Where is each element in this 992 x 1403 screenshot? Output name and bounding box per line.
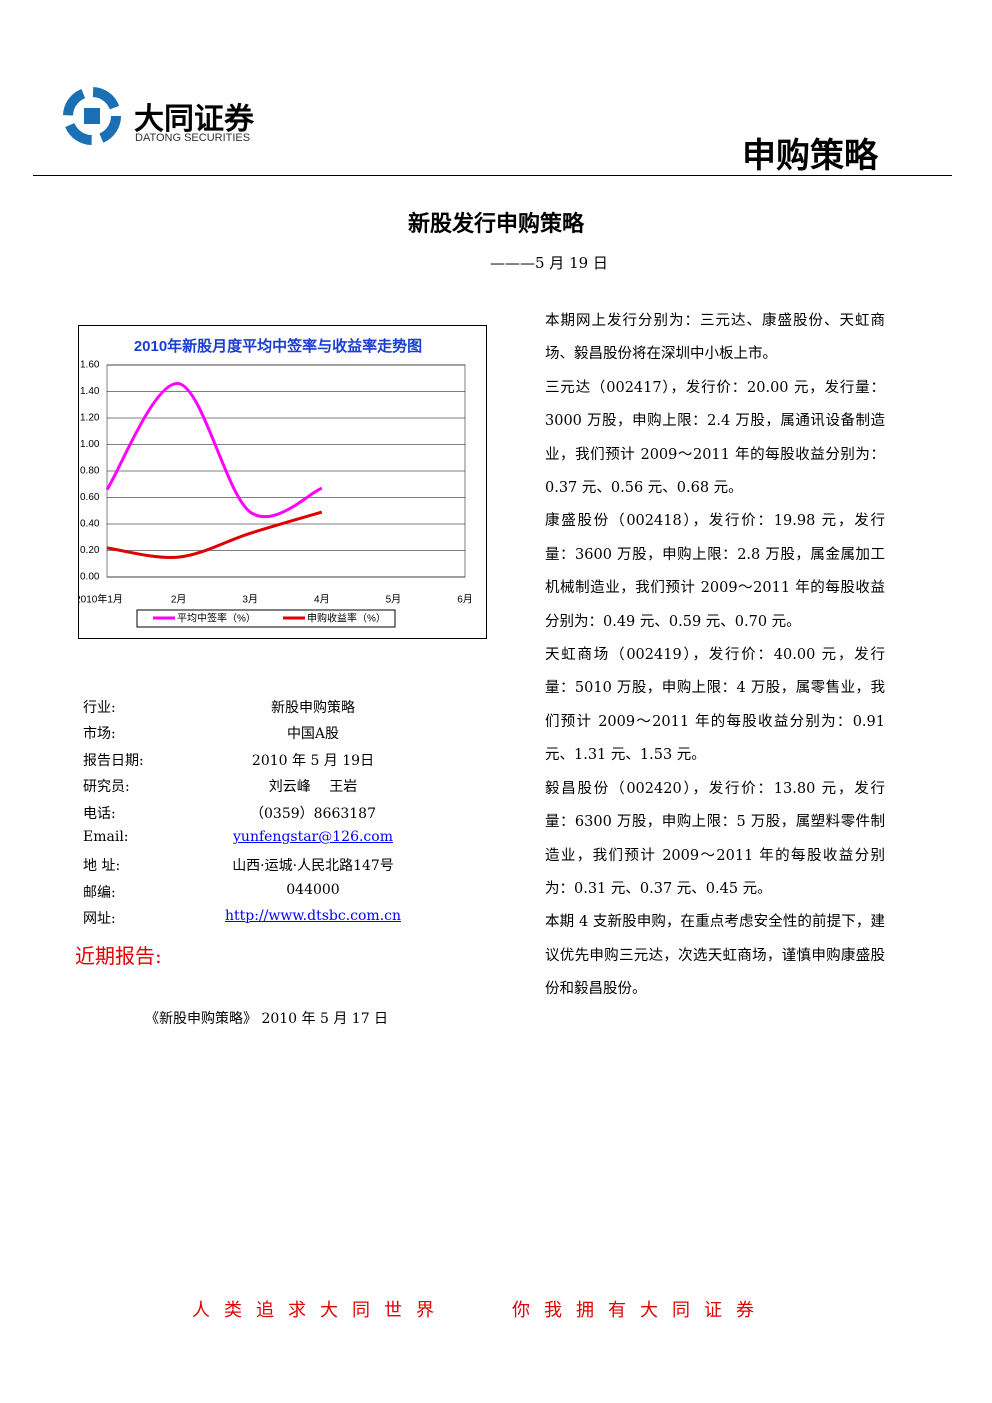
x-tick-label: 5月 bbox=[386, 594, 402, 606]
info-value[interactable]: yunfengstar@126.com bbox=[233, 829, 393, 845]
info-value: 中国A股 bbox=[286, 726, 340, 743]
info-row: 邮编: 044000 bbox=[83, 882, 413, 908]
footer-slogan: 人类追求大同世界 你我拥有大同证券 bbox=[192, 1300, 768, 1321]
paragraph: 三元达（002417），发行价：20.00 元，发行量：3000 万股，申购上限… bbox=[545, 379, 885, 497]
x-tick-label: 3月 bbox=[242, 594, 258, 606]
doc-title: 新股发行申购策略 bbox=[407, 211, 584, 237]
info-row: Email: yunfengstar@126.com bbox=[83, 829, 413, 855]
y-tick-label: 0.60 bbox=[80, 492, 100, 503]
info-row: 研究员: 刘云峰 王岩 bbox=[83, 776, 413, 802]
paragraph: 毅昌股份（002420），发行价：13.80 元，发行量：6300 万股，申购上… bbox=[545, 780, 885, 897]
legend-box bbox=[136, 609, 396, 628]
doc-subtitle: ———5 月 19 日 bbox=[490, 254, 608, 272]
x-tick-label: 2月 bbox=[171, 594, 187, 606]
info-label: 研究员: bbox=[83, 779, 130, 796]
info-row: 地 址: 山西·运城·人民北路147号 bbox=[83, 855, 413, 881]
paragraph: 本期网上发行分别为：三元达、康盛股份、天虹商场、毅昌股份将在深圳中小板上市。 bbox=[545, 313, 885, 363]
y-tick-label: 1.40 bbox=[80, 386, 100, 397]
info-row: 报告日期: 2010 年 5 月 19日 bbox=[83, 750, 413, 776]
series-line bbox=[106, 510, 323, 559]
info-value: 刘云峰 王岩 bbox=[268, 779, 358, 796]
info-label: 市场: bbox=[83, 726, 116, 743]
recent-heading: 近期报告: bbox=[75, 944, 162, 968]
logo-en: DATONG SECURITIES bbox=[135, 132, 251, 144]
y-tick-label: 1.20 bbox=[80, 413, 100, 424]
paragraph: 天虹商场（002419），发行价：40.00 元，发行量：5010 万股，申购上… bbox=[545, 647, 885, 764]
y-tick-label: 1.60 bbox=[80, 360, 100, 371]
info-label: Email: bbox=[83, 829, 129, 845]
info-label: 邮编: bbox=[83, 884, 116, 901]
info-row: 网址: http://www.dtsbc.com.cn bbox=[83, 908, 413, 934]
chart-title: 2010年新股月度平均中签率与收益率走势图 bbox=[134, 337, 422, 355]
paragraph: 康盛股份（002418），发行价：19.98 元，发行量：3600 万股，申购上… bbox=[545, 513, 885, 630]
recent-item: 《新股申购策略》 2010 年 5 月 17 日 bbox=[145, 1011, 389, 1027]
info-label: 网址: bbox=[83, 911, 116, 928]
info-value: 2010 年 5 月 19日 bbox=[251, 752, 375, 769]
body-text: 本期网上发行分别为：三元达、康盛股份、天虹商场、毅昌股份将在深圳中小板上市。三元… bbox=[545, 305, 885, 1007]
series-line bbox=[105, 382, 323, 519]
info-row: 电话: （0359）8663187 bbox=[83, 803, 413, 829]
y-tick-label: 0.80 bbox=[80, 466, 100, 477]
info-row: 行业: 新股申购策略 bbox=[83, 697, 413, 723]
chart: 2010年新股月度平均中签率与收益率走势图 0.00 0.20 0.40 0.60 0.… bbox=[78, 325, 487, 639]
info-label: 行业: bbox=[83, 700, 116, 716]
y-tick-label: 1.00 bbox=[80, 439, 100, 450]
y-tick-label: 0.40 bbox=[80, 519, 100, 530]
header-rule bbox=[33, 175, 952, 176]
paragraph: 本期 4 支新股申购，在重点考虑安全性的前提下，建议优先申购三元达，次选天虹商场… bbox=[545, 914, 885, 998]
x-tick-label: 2010年1月 bbox=[78, 593, 123, 606]
y-tick-label: 0.00 bbox=[80, 572, 100, 583]
logo-mark bbox=[63, 87, 121, 145]
section-title: 申购策略 bbox=[742, 136, 878, 176]
x-tick-label: 4月 bbox=[314, 594, 330, 606]
info-row: 市场: 中国A股 bbox=[83, 723, 413, 749]
info-label: 报告日期: bbox=[83, 752, 144, 769]
legend-label: 平均中签率（%） bbox=[177, 612, 256, 625]
legend-label: 申购收益率（%） bbox=[307, 612, 386, 625]
info-value: 044000 bbox=[286, 881, 340, 898]
y-tick-label: 0.20 bbox=[80, 545, 100, 556]
info-value: （0359）8663187 bbox=[250, 805, 376, 822]
logo-cn: 大同证券 bbox=[134, 102, 254, 137]
info-value: 新股申购策略 bbox=[271, 700, 355, 716]
x-tick-label: 6月 bbox=[457, 594, 473, 606]
info-value: 山西·运城·人民北路147号 bbox=[232, 858, 394, 875]
info-value[interactable]: http://www.dtsbc.com.cn bbox=[225, 908, 401, 925]
info-label: 电话: bbox=[83, 805, 116, 822]
info-label: 地 址: bbox=[83, 858, 121, 875]
